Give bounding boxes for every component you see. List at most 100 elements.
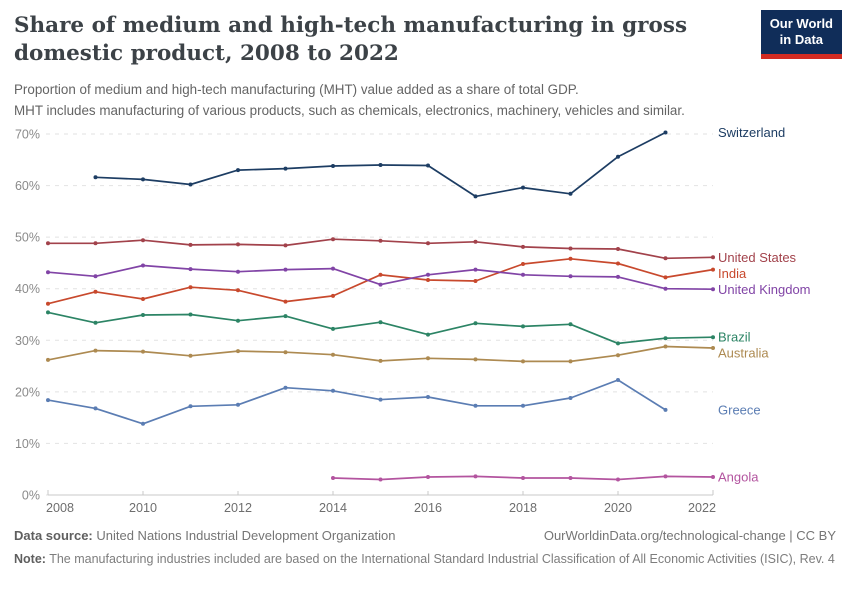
series-point-switzerland-2013[interactable] [283,166,288,171]
series-point-australia-2020[interactable] [616,353,620,358]
series-label-brazil[interactable]: Brazil [718,330,751,345]
series-point-united-states-2012[interactable] [236,242,240,247]
series-point-united-states-2018[interactable] [521,244,525,249]
series-point-india-2011[interactable] [188,285,193,290]
series-point-australia-2019[interactable] [568,359,573,364]
series-point-angola-2015[interactable] [378,477,383,482]
series-point-australia-2016[interactable] [426,356,430,361]
series-point-united-states-2015[interactable] [378,238,383,243]
series-point-india-2021[interactable] [663,275,668,280]
series-point-india-2020[interactable] [616,261,620,266]
series-point-switzerland-2011[interactable] [188,182,193,187]
series-point-india-2013[interactable] [283,299,288,304]
series-point-angola-2022[interactable] [711,475,715,479]
series-point-greece-2012[interactable] [236,402,240,407]
series-line-brazil[interactable] [47,311,714,345]
series-point-switzerland-2018[interactable] [521,185,525,190]
series-point-united-kingdom-2018[interactable] [521,272,525,277]
series-point-australia-2014[interactable] [331,352,335,357]
series-point-united-kingdom-2009[interactable] [93,274,98,279]
series-point-switzerland-2012[interactable] [236,168,240,173]
series-point-india-2022[interactable] [711,267,715,272]
series-point-united-kingdom-2022[interactable] [711,287,715,292]
series-point-united-states-2013[interactable] [283,243,288,248]
series-point-brazil-2019[interactable] [568,322,573,327]
series-point-greece-2015[interactable] [378,397,383,402]
series-point-india-2008[interactable] [46,301,50,306]
series-point-united-kingdom-2012[interactable] [236,269,240,274]
series-point-united-states-2016[interactable] [426,241,430,246]
series-point-switzerland-2009[interactable] [93,175,98,180]
series-point-brazil-2009[interactable] [93,320,98,325]
series-point-brazil-2020[interactable] [616,341,620,346]
series-point-brazil-2015[interactable] [378,320,383,325]
series-point-switzerland-2010[interactable] [141,177,145,182]
series-point-angola-2016[interactable] [426,475,430,479]
series-point-greece-2009[interactable] [93,406,98,411]
series-point-angola-2019[interactable] [568,476,573,480]
series-point-india-2015[interactable] [378,272,383,277]
series-point-angola-2018[interactable] [521,476,525,480]
series-point-india-2019[interactable] [568,256,573,261]
series-point-switzerland-2016[interactable] [426,163,430,168]
series-point-angola-2021[interactable] [663,474,668,479]
series-point-australia-2013[interactable] [283,350,288,355]
series-point-united-states-2010[interactable] [141,238,145,243]
series-point-australia-2011[interactable] [188,353,193,358]
series-point-brazil-2008[interactable] [46,310,50,315]
series-point-united-states-2022[interactable] [711,255,715,260]
series-point-greece-2013[interactable] [283,385,288,390]
series-label-greece[interactable]: Greece [718,402,761,417]
series-point-switzerland-2021[interactable] [663,130,668,135]
series-point-india-2014[interactable] [331,293,335,298]
series-point-brazil-2017[interactable] [473,321,478,326]
series-point-brazil-2018[interactable] [521,324,525,329]
series-point-united-states-2008[interactable] [46,241,50,246]
series-point-greece-2021[interactable] [663,407,668,412]
series-point-united-states-2014[interactable] [331,237,335,242]
series-point-brazil-2013[interactable] [283,314,288,319]
series-point-greece-2014[interactable] [331,388,335,393]
series-label-united-states[interactable]: United States [718,250,797,265]
series-point-australia-2008[interactable] [46,357,50,362]
series-point-india-2010[interactable] [141,297,145,301]
series-point-brazil-2021[interactable] [663,336,668,341]
series-point-united-states-2020[interactable] [616,247,620,251]
series-point-united-kingdom-2021[interactable] [663,286,668,291]
series-point-brazil-2016[interactable] [426,332,430,337]
series-point-united-kingdom-2013[interactable] [283,267,288,272]
series-point-brazil-2014[interactable] [331,326,335,331]
series-point-greece-2020[interactable] [616,378,620,382]
series-point-united-kingdom-2020[interactable] [616,274,620,279]
series-point-switzerland-2015[interactable] [378,163,383,167]
series-point-united-states-2019[interactable] [568,246,573,251]
series-point-angola-2014[interactable] [331,476,335,480]
series-line-greece[interactable] [47,379,666,425]
series-point-greece-2016[interactable] [426,395,430,399]
series-point-australia-2015[interactable] [378,358,383,363]
series-label-india[interactable]: India [718,266,747,281]
series-point-switzerland-2014[interactable] [331,164,335,168]
series-point-australia-2010[interactable] [141,349,145,354]
owid-link[interactable]: OurWorldinData.org/technological-change … [543,528,836,543]
series-label-angola[interactable]: Angola [718,469,759,484]
series-label-united-kingdom[interactable]: United Kingdom [718,282,811,297]
series-point-india-2009[interactable] [93,289,98,294]
series-point-brazil-2012[interactable] [236,318,240,323]
series-point-greece-2019[interactable] [568,396,573,400]
series-point-australia-2009[interactable] [93,348,98,353]
series-point-india-2017[interactable] [473,279,478,283]
series-point-united-kingdom-2008[interactable] [46,270,50,275]
series-point-australia-2017[interactable] [473,357,478,362]
series-point-united-kingdom-2014[interactable] [331,266,335,271]
series-point-india-2016[interactable] [426,278,430,282]
series-point-india-2012[interactable] [236,288,240,293]
series-point-brazil-2010[interactable] [141,313,145,317]
series-point-greece-2018[interactable] [521,403,525,408]
series-point-greece-2017[interactable] [473,403,478,408]
owid-logo[interactable]: Our World in Data [760,10,842,59]
series-point-switzerland-2019[interactable] [568,191,573,196]
series-label-switzerland[interactable]: Switzerland [718,125,785,140]
series-point-australia-2021[interactable] [663,344,668,349]
series-point-united-kingdom-2010[interactable] [141,263,145,268]
